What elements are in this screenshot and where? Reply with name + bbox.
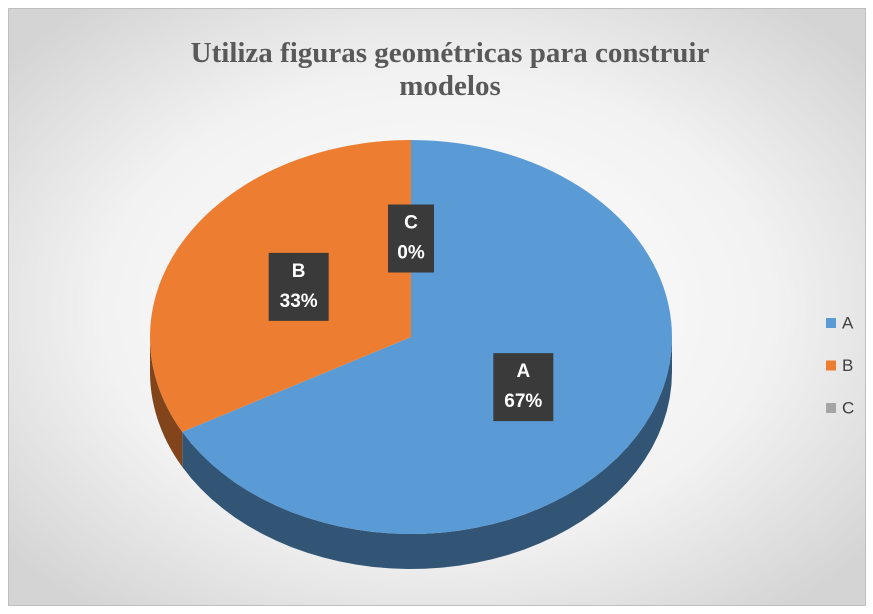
data-label-value: 67%	[504, 391, 542, 412]
legend-label: A	[842, 313, 854, 332]
legend-swatch	[826, 360, 836, 371]
data-label-category: A	[516, 361, 530, 382]
data-label-box	[388, 204, 434, 273]
slice-side	[150, 337, 183, 467]
data-label-box	[493, 353, 554, 422]
legend-label: B	[842, 356, 853, 375]
legend-swatch	[826, 403, 836, 413]
data-label-box	[268, 252, 329, 321]
data-label-category: C	[404, 213, 418, 234]
chart-title: Utiliza figuras geométricas para constru…	[191, 37, 710, 102]
legend-swatch	[826, 318, 836, 328]
slice-side	[182, 337, 673, 569]
slice	[182, 140, 672, 534]
data-label-value: 33%	[280, 291, 318, 312]
legend-label: C	[842, 398, 854, 417]
data-label-value: 0%	[397, 243, 425, 264]
data-label-category: B	[292, 261, 306, 282]
